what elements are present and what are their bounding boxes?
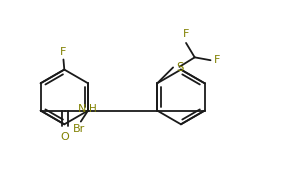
Text: F: F xyxy=(60,47,67,57)
Text: H: H xyxy=(89,104,97,114)
Text: N: N xyxy=(78,104,86,114)
Text: F: F xyxy=(214,55,220,65)
Text: F: F xyxy=(183,29,189,40)
Text: O: O xyxy=(61,132,69,142)
Text: Br: Br xyxy=(73,125,86,134)
Text: S: S xyxy=(176,61,183,74)
